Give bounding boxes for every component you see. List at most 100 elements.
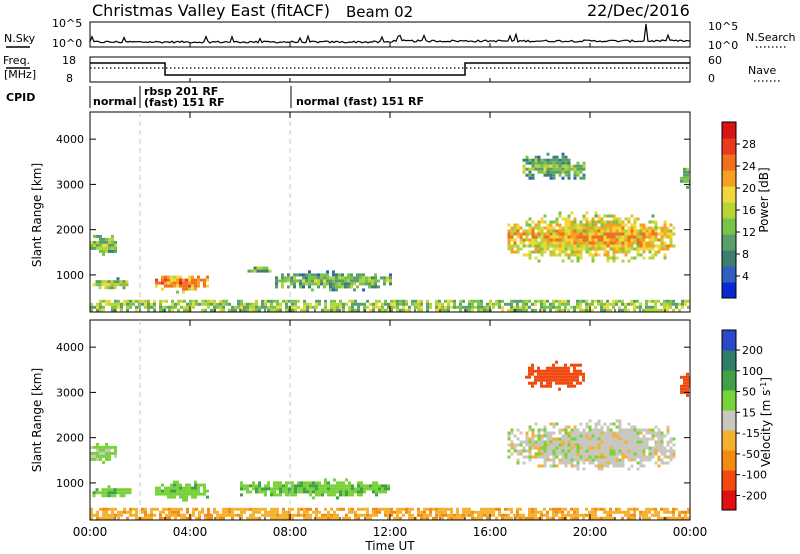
echo-cell (576, 164, 580, 168)
echo-cell (669, 455, 673, 459)
echo-cell (129, 510, 132, 514)
echo-cell (564, 220, 568, 224)
echo-cell (603, 510, 606, 514)
echo-cell (468, 510, 471, 514)
echo-cell (231, 510, 234, 514)
echo-cell (384, 308, 387, 312)
echo-cell (309, 305, 312, 309)
echo-cell (606, 455, 610, 459)
echo-cell (534, 235, 538, 239)
echo-cell (276, 484, 279, 488)
echo-cell (302, 273, 305, 277)
echo-cell (579, 167, 583, 171)
echo-cell (167, 486, 170, 490)
echo-cell (642, 238, 646, 242)
echo-cell (654, 220, 658, 224)
echo-cell (105, 457, 108, 461)
freq-label: Freq. (3, 54, 30, 67)
echo-cell (153, 513, 156, 517)
colorbar-tick-label: 12 (742, 226, 756, 239)
echo-cell (504, 507, 507, 511)
echo-cell (99, 308, 102, 312)
echo-cell (219, 516, 222, 520)
echo-cell (585, 458, 589, 462)
echo-cell (600, 299, 603, 303)
echo-cell (471, 305, 474, 309)
x-tick-label: 00:00 (673, 525, 708, 539)
echo-cell (630, 229, 634, 233)
echo-cell (686, 176, 689, 180)
echo-cell (576, 375, 579, 379)
echo-cell (161, 281, 164, 285)
echo-cell (591, 299, 594, 303)
echo-cell (510, 431, 514, 435)
echo-cell (96, 454, 99, 458)
echo-cell (197, 486, 200, 490)
echo-cell (615, 449, 619, 453)
echo-cell (312, 484, 315, 488)
echo-cell (555, 247, 559, 251)
echo-cell (186, 516, 189, 520)
echo-cell (531, 308, 534, 312)
echo-cell (335, 279, 338, 283)
echo-cell (600, 437, 604, 441)
echo-cell (344, 282, 347, 286)
echo-cell (156, 507, 159, 511)
echo-cell (182, 290, 185, 294)
echo-cell (540, 305, 543, 309)
echo-cell (651, 428, 655, 432)
echo-cell (582, 455, 586, 459)
echo-cell (240, 305, 243, 309)
echo-cell (492, 510, 495, 514)
echo-cell (540, 158, 544, 162)
echo-cell (528, 369, 531, 373)
echo-cell (270, 308, 273, 312)
echo-cell (519, 308, 522, 312)
echo-cell (243, 308, 246, 312)
echo-cell (93, 305, 96, 309)
echo-cell (537, 170, 541, 174)
echo-cell (600, 461, 604, 465)
echo-cell (612, 223, 616, 227)
echo-cell (666, 305, 669, 309)
echo-cell (144, 299, 147, 303)
echo-cell (618, 244, 622, 248)
echo-cell (204, 308, 207, 312)
echo-cell (255, 507, 258, 511)
echo-cell (150, 507, 153, 511)
echo-cell (606, 425, 610, 429)
echo-cell (333, 487, 336, 491)
cpid-entry-normal: normal (93, 95, 136, 108)
echo-cell (168, 308, 171, 312)
echo-cell (249, 516, 252, 520)
echo-cell (627, 452, 631, 456)
echo-cell (624, 452, 628, 456)
echo-cell (381, 507, 384, 511)
echo-cell (552, 235, 556, 239)
echo-cell (354, 302, 357, 306)
echo-cell (375, 493, 378, 497)
echo-cell (356, 276, 359, 280)
echo-cell (609, 232, 613, 236)
echo-cell (585, 513, 588, 517)
echo-cell (582, 167, 586, 171)
echo-cell (630, 516, 633, 520)
echo-cell (666, 428, 670, 432)
echo-cell (666, 510, 669, 514)
echo-cell (579, 176, 583, 180)
echo-cell (573, 244, 577, 248)
echo-cell (308, 285, 311, 289)
echo-cell (633, 299, 636, 303)
echo-cell (552, 464, 556, 468)
echo-cell (197, 284, 200, 288)
echo-cell (483, 510, 486, 514)
echo-cell (311, 288, 314, 292)
echo-cell (624, 428, 628, 432)
echo-cell (354, 299, 357, 303)
echo-cell (342, 516, 345, 520)
echo-cell (531, 434, 535, 438)
echo-cell (597, 229, 601, 233)
echo-cell (585, 211, 589, 215)
echo-cell (363, 513, 366, 517)
echo-cell (444, 299, 447, 303)
